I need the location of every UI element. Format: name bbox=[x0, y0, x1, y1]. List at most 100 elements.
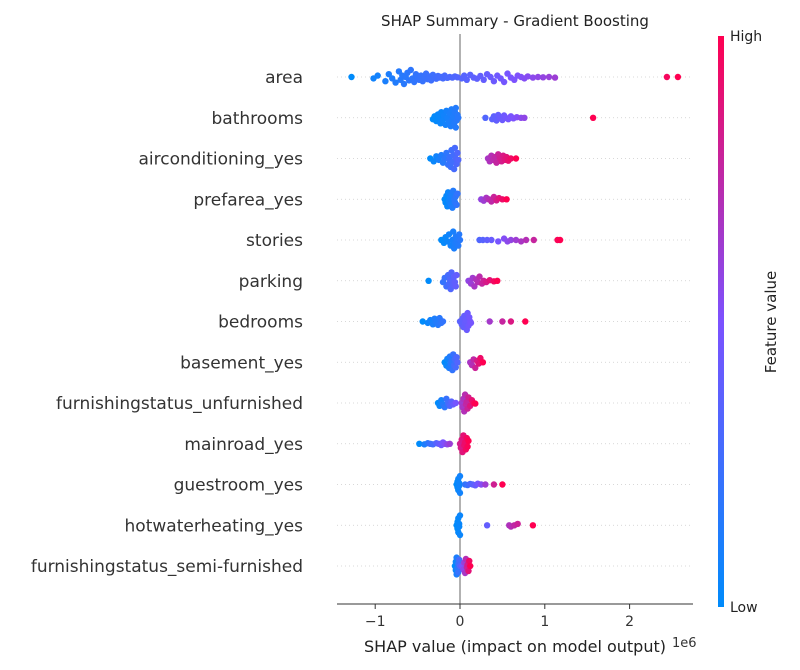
shap-point bbox=[494, 277, 501, 284]
shap-point bbox=[490, 481, 498, 488]
shap-point bbox=[522, 236, 530, 244]
shap-point bbox=[451, 144, 459, 152]
shap-point bbox=[486, 318, 493, 325]
feature-label: basement_yes bbox=[180, 353, 303, 373]
shap-point bbox=[556, 236, 564, 244]
data-points bbox=[348, 66, 682, 578]
shap-point bbox=[534, 73, 542, 81]
shap-point bbox=[419, 318, 426, 325]
feature-label: parking bbox=[239, 272, 303, 292]
shap-point bbox=[450, 165, 458, 173]
shap-point bbox=[507, 318, 515, 325]
shap-point bbox=[464, 443, 471, 450]
shap-point bbox=[425, 277, 432, 284]
shap-point bbox=[453, 354, 460, 361]
shap-point bbox=[482, 481, 489, 488]
shap-point bbox=[455, 242, 462, 249]
shap-point bbox=[456, 236, 464, 244]
shap-point bbox=[495, 238, 502, 245]
shap-point bbox=[454, 359, 461, 366]
shap-point bbox=[589, 114, 597, 122]
shap-point bbox=[452, 283, 459, 290]
feature-label: mainroad_yes bbox=[184, 435, 303, 455]
row-guides bbox=[337, 76, 693, 567]
shap-point bbox=[456, 489, 464, 497]
x-axis-ticks: −1 0 1 2 bbox=[365, 604, 634, 630]
shap-point bbox=[529, 74, 537, 81]
shap-point bbox=[503, 196, 510, 203]
shap-point bbox=[416, 440, 423, 447]
shap-point bbox=[482, 114, 489, 122]
shap-point bbox=[465, 437, 472, 445]
shap-point bbox=[517, 238, 525, 245]
shap-point bbox=[512, 155, 520, 162]
shap-point bbox=[539, 74, 547, 81]
shap-point bbox=[455, 569, 462, 576]
x-tick-label: 2 bbox=[625, 614, 634, 630]
shap-point bbox=[514, 520, 521, 528]
shap-point bbox=[466, 557, 473, 565]
shap-point bbox=[456, 520, 463, 528]
shap-point bbox=[507, 155, 515, 162]
shap-point bbox=[490, 78, 498, 85]
shap-point bbox=[545, 73, 553, 81]
shap-point bbox=[407, 66, 414, 74]
shap-point bbox=[411, 78, 418, 86]
shap-point bbox=[456, 231, 463, 238]
shap-point bbox=[507, 236, 515, 244]
shap-point bbox=[480, 76, 487, 84]
shap-point bbox=[452, 364, 459, 371]
shap-point bbox=[430, 158, 437, 165]
feature-label: hotwaterheating_yes bbox=[125, 516, 304, 536]
x-tick-label: −1 bbox=[365, 614, 386, 630]
chart-title: SHAP Summary - Gradient Boosting bbox=[381, 12, 649, 30]
x-tick-label: 1 bbox=[540, 614, 549, 630]
shap-point bbox=[454, 149, 461, 157]
shap-point bbox=[452, 104, 459, 112]
shap-point bbox=[522, 318, 529, 325]
colorbar bbox=[718, 36, 724, 607]
shap-point bbox=[551, 74, 559, 81]
shap-point bbox=[439, 318, 447, 325]
shap-point bbox=[450, 228, 457, 235]
x-axis-offset: 1e6 bbox=[672, 636, 697, 651]
feature-label: furnishingstatus_unfurnished bbox=[56, 394, 303, 414]
shap-point bbox=[472, 400, 479, 407]
shap-point bbox=[472, 364, 479, 372]
colorbar-label: Feature value bbox=[762, 271, 780, 373]
shap-point bbox=[455, 114, 462, 122]
shap-point bbox=[499, 481, 506, 488]
feature-label: bathrooms bbox=[212, 109, 304, 129]
shap-point bbox=[392, 79, 399, 86]
shap-point bbox=[467, 562, 474, 570]
shap-point bbox=[476, 273, 483, 280]
shap-point bbox=[382, 78, 389, 85]
shap-point bbox=[400, 80, 408, 88]
feature-label: furnishingstatus_semi-furnished bbox=[31, 557, 303, 577]
feature-label: guestroom_yes bbox=[174, 476, 304, 496]
colorbar-high-label: High bbox=[730, 29, 762, 45]
feature-labels: area bathrooms airconditioning_yes prefarea… bbox=[31, 68, 303, 577]
shap-point bbox=[453, 271, 460, 279]
feature-label: prefarea_yes bbox=[193, 190, 303, 210]
shap-point bbox=[446, 440, 453, 447]
shap-point bbox=[521, 114, 528, 122]
shap-point bbox=[529, 522, 537, 529]
shap-point bbox=[456, 479, 463, 487]
shap-point bbox=[499, 318, 506, 325]
shap-point bbox=[467, 319, 475, 327]
shap-point bbox=[452, 124, 459, 131]
shap-point bbox=[456, 512, 464, 519]
shap-point bbox=[471, 283, 478, 290]
feature-label: airconditioning_yes bbox=[138, 150, 303, 170]
shap-point bbox=[465, 567, 472, 575]
shap-point bbox=[674, 73, 682, 81]
x-tick-label: 0 bbox=[456, 614, 465, 630]
shap-point bbox=[512, 236, 520, 244]
x-axis-label: SHAP value (impact on model output) bbox=[364, 637, 666, 656]
shap-point bbox=[454, 190, 461, 197]
shap-point bbox=[463, 76, 470, 84]
shap-point bbox=[348, 73, 355, 81]
shap-point bbox=[456, 531, 464, 539]
